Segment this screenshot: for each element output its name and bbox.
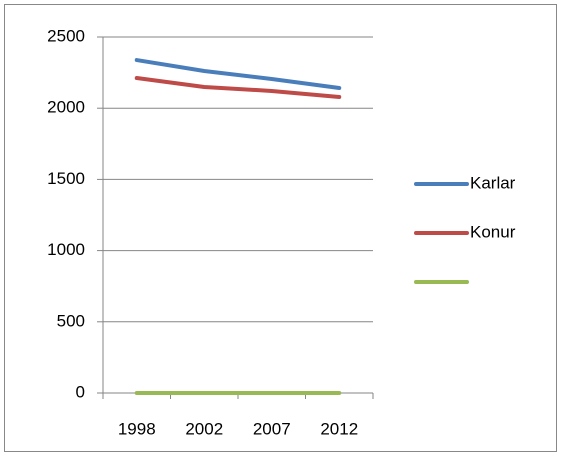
y-tick-label: 1500 bbox=[47, 169, 85, 188]
y-tick-label: 500 bbox=[57, 311, 85, 330]
y-tick-label: 2500 bbox=[47, 26, 85, 45]
y-tick-label: 1000 bbox=[47, 240, 85, 259]
x-tick-label: 2012 bbox=[320, 419, 358, 438]
series-line bbox=[134, 58, 342, 90]
x-tick-label: 2002 bbox=[185, 419, 223, 438]
legend-label: Konur bbox=[470, 222, 516, 241]
y-tick-label: 2000 bbox=[47, 98, 85, 117]
legend-label: Karlar bbox=[470, 173, 516, 192]
x-tick-label: 2007 bbox=[253, 419, 291, 438]
y-tick-label: 0 bbox=[76, 382, 85, 401]
x-tick-label: 1998 bbox=[118, 419, 156, 438]
series-line bbox=[134, 76, 342, 99]
